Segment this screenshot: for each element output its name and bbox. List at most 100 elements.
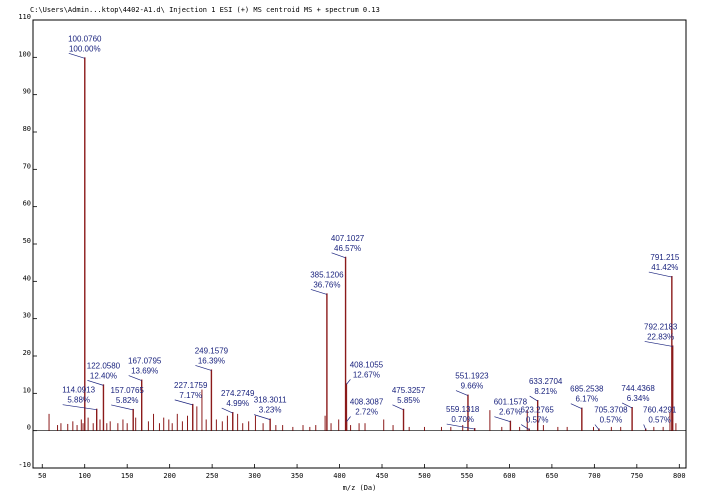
peak-percent-label: 2.72%	[355, 408, 378, 417]
labeled-peaks	[84, 57, 674, 431]
peak-leader-line	[621, 402, 633, 409]
peak-mz-label: 157.0765	[111, 386, 145, 395]
peak-leader-line	[643, 424, 647, 430]
peak-percent-label: 5.85%	[397, 396, 420, 405]
peak-percent-label: 16.39%	[198, 356, 225, 365]
peak-leader-line	[594, 424, 600, 430]
peak-mz-label: 792.2183	[644, 322, 678, 331]
peak-leader-line	[392, 404, 404, 411]
x-tick-label: 450	[376, 472, 389, 480]
peak-percent-label: 9.66%	[461, 382, 484, 391]
peak-percent-label: 6.17%	[575, 395, 598, 404]
peak-percent-label: 13.69%	[131, 367, 158, 376]
x-tick-label: 750	[631, 472, 644, 480]
peak-percent-label: 36.76%	[313, 280, 340, 289]
peak-leader-line	[310, 289, 328, 295]
x-tick-label: 700	[588, 472, 601, 480]
peak-percent-label: 4.99%	[226, 399, 249, 408]
peak-percent-label: 12.67%	[353, 370, 380, 379]
peak-percent-label: 46.57%	[334, 244, 361, 253]
x-tick-label: 100	[78, 472, 91, 480]
peak-leader-line	[644, 341, 673, 347]
peak-percent-label: 41.42%	[651, 263, 678, 272]
x-tick-label: 50	[38, 472, 46, 480]
y-tick-label: 110	[18, 13, 31, 21]
y-tick-label: 70	[23, 162, 31, 170]
peak-mz-label: 633.2704	[529, 377, 563, 386]
y-tick-label: 50	[23, 237, 31, 245]
x-tick-label: 400	[333, 472, 346, 480]
y-tick-label: 90	[23, 88, 31, 96]
peak-percent-label: 5.88%	[67, 396, 90, 405]
peak-mz-label: 114.0913	[62, 386, 95, 395]
peak-mz-label: 551.1923	[455, 372, 489, 381]
x-tick-label: 250	[206, 472, 219, 480]
peak-percent-label: 5.82%	[116, 396, 139, 405]
peak-leader-line	[331, 252, 346, 259]
y-tick-label: 80	[23, 125, 31, 133]
x-axis: 50 100 150 200 250 300 350 400 450 500 550 600 650 70…	[38, 464, 686, 480]
peak-percent-label: 100.00%	[69, 44, 101, 53]
peak-leader-line	[111, 404, 134, 411]
peak-leader-line	[446, 423, 475, 430]
peak-mz-label: 408.3087	[350, 398, 384, 407]
y-tick-label: -10	[18, 461, 31, 469]
peak-mz-label: 249.1579	[195, 346, 229, 355]
y-axis: -10 0 10 20 30 40 50 60 70 80 90 100 110	[18, 13, 37, 469]
peak-mz-label: 559.1318	[446, 405, 480, 414]
y-tick-label: 60	[23, 200, 31, 208]
y-tick-label: 30	[23, 312, 31, 320]
peak-mz-label: 623.2765	[521, 406, 555, 415]
y-tick-label: 20	[23, 349, 31, 357]
peak-percent-label: 3.23%	[259, 406, 282, 415]
peak-leader-line	[521, 424, 530, 430]
peak-mz-label: 407.1027	[331, 234, 365, 243]
peak-mz-label: 705.3708	[594, 406, 628, 415]
peak-percent-label: 22.83%	[647, 332, 674, 341]
peak-leader-line	[68, 52, 85, 59]
peak-leader-line	[346, 416, 351, 422]
peak-mz-label: 601.1578	[494, 398, 528, 407]
x-tick-label: 800	[673, 472, 686, 480]
peak-mz-label: 744.4368	[621, 384, 655, 393]
peak-mz-label: 760.4291	[643, 406, 677, 415]
peak-leader-line	[254, 414, 271, 420]
peak-mz-label: 227.1759	[174, 381, 208, 390]
x-tick-label: 150	[121, 472, 134, 480]
peak-leader-line	[62, 404, 97, 411]
peak-percent-label: 7.17%	[179, 391, 202, 400]
peak-mz-label: 318.3011	[254, 396, 287, 405]
peak-percent-label: 0.57%	[648, 416, 671, 425]
peak-leader-line	[494, 416, 511, 423]
x-tick-label: 350	[291, 472, 304, 480]
peak-percent-label: 8.21%	[534, 387, 557, 396]
peak-leader-line	[174, 399, 193, 406]
x-tick-label: 550	[461, 472, 474, 480]
y-tick-label: 100	[18, 50, 31, 58]
peak-mz-label: 122.0580	[87, 361, 121, 370]
peak-leader-line	[529, 395, 538, 402]
peak-leader-line	[128, 375, 142, 381]
y-tick-label: 40	[23, 274, 31, 282]
peak-mz-label: 685.2538	[570, 385, 604, 394]
peak-mz-label: 167.0795	[128, 357, 162, 366]
peak-leader-line	[346, 379, 351, 385]
y-tick-label: 0	[27, 424, 31, 432]
peak-percent-label: 0.57%	[600, 416, 623, 425]
peak-leader-line	[570, 403, 582, 409]
peak-percent-label: 0.70%	[451, 415, 474, 424]
peak-mz-label: 100.0760	[68, 34, 102, 43]
peak-leader-line	[87, 380, 104, 386]
peak-mz-label: 385.1206	[310, 270, 344, 279]
peak-percent-label: 0.57%	[526, 416, 549, 425]
peak-mz-label: 274.2749	[221, 389, 255, 398]
peak-mz-label: 408.1055	[350, 360, 384, 369]
x-tick-label: 600	[503, 472, 516, 480]
peak-leader-line	[195, 365, 212, 371]
peak-percent-label: 2.67%	[499, 408, 522, 417]
minor-peaks	[48, 389, 677, 431]
peak-mz-label: 791.215	[650, 253, 679, 262]
peak-leader-line	[455, 390, 469, 396]
peak-mz-label: 475.3257	[392, 386, 426, 395]
